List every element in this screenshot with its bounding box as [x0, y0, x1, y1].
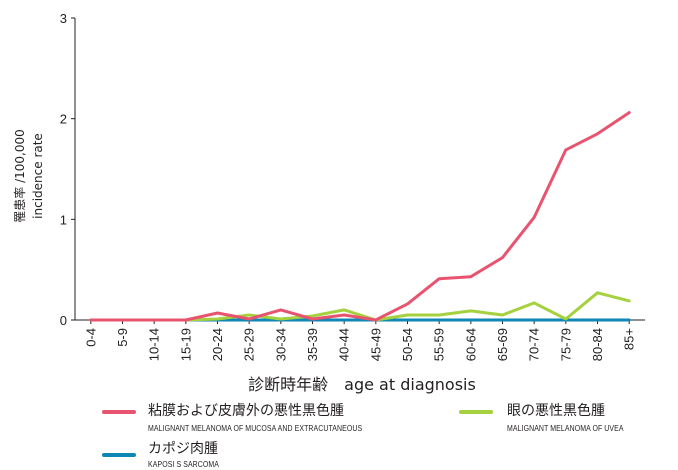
x-tick-label: 50-54 [400, 328, 415, 361]
legend-label-mucosa: 粘膜および皮膚外の悪性黒色腫 [148, 403, 344, 419]
x-tick-label: 70-74 [527, 328, 542, 361]
legend-sublabel-uvea: MALIGNANT MELANOMA OF UVEA [507, 424, 624, 433]
legend-label-kaposi: カポジ肉腫 [148, 441, 218, 457]
x-tick-label: 10-14 [147, 328, 162, 361]
x-tick-label: 15-19 [178, 328, 193, 361]
legend-sublabel-kaposi: KAPOSI S SARCOMA [148, 460, 220, 469]
y-tick-label: 3 [60, 11, 67, 26]
x-tick-label: 40-44 [337, 328, 352, 361]
x-tick-label: 30-34 [273, 328, 288, 361]
x-tick-label: 5-9 [115, 328, 130, 347]
legend-swatch-mucosa [102, 410, 136, 414]
y-axis: 0 1 2 3 [60, 11, 76, 328]
x-axis: 0-4 5-9 10-14 15-19 20-24 25-29 30-34 35-39 40-4… [75, 319, 645, 361]
y-axis-title-en: incidence rate [31, 133, 45, 219]
x-tick-label: 45-49 [368, 328, 383, 361]
y-tick-label: 0 [60, 313, 67, 328]
x-tick-label: 25-29 [242, 328, 257, 361]
legend-swatch-uvea [459, 410, 493, 414]
x-tick-label: 75-79 [558, 328, 573, 361]
y-axis-title-ja: 罹患率 /100,000 [12, 129, 27, 222]
x-tick-label: 35-39 [305, 328, 320, 361]
x-tick-label: 60-64 [463, 328, 478, 361]
x-axis-title: 診断時年齢 age at diagnosis [248, 375, 476, 394]
y-tick-label: 1 [60, 212, 67, 227]
legend-sublabel-mucosa: MALIGNANT MELANOMA OF MUCOSA AND EXTRACU… [148, 424, 363, 433]
series-line-1 [89, 291, 631, 322]
legend-label-uvea: 眼の悪性黒色腫 [507, 403, 605, 419]
x-tick-label: 0-4 [83, 328, 98, 347]
y-tick-label: 2 [60, 112, 67, 127]
x-tick-label: 85+ [622, 328, 637, 350]
x-tick-label: 55-59 [432, 328, 447, 361]
legend-swatch-kaposi [102, 453, 136, 457]
x-tick-label: 65-69 [495, 328, 510, 361]
series-line-0 [89, 111, 631, 322]
x-tick-label: 80-84 [590, 328, 605, 361]
x-tick-label: 20-24 [210, 328, 225, 361]
series-layer [89, 111, 631, 322]
line-chart: 0 1 2 3 0-4 5-9 10-14 15-19 20-24 25-29 30-34 35-3… [12, 11, 645, 394]
